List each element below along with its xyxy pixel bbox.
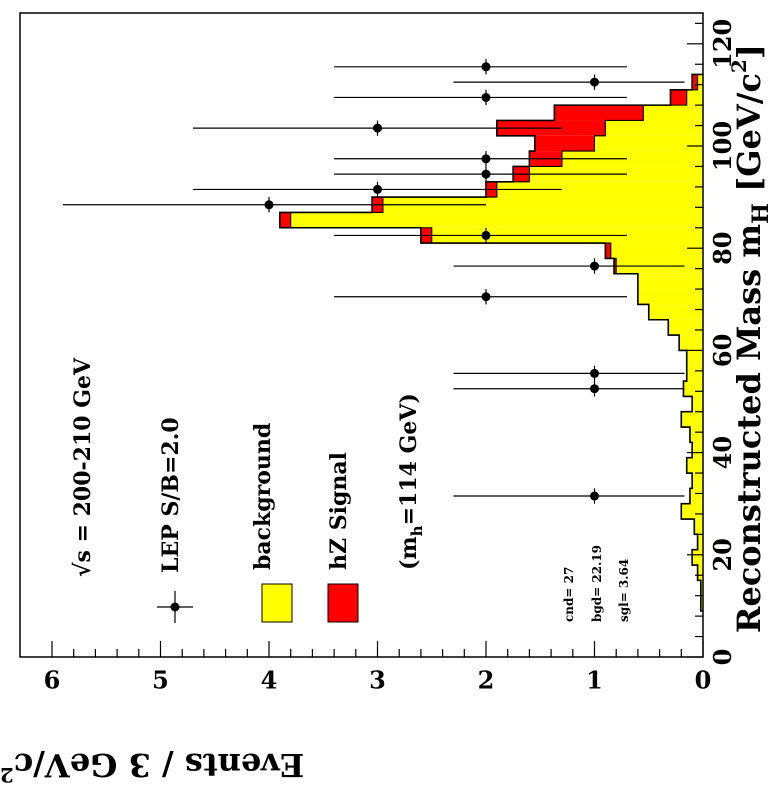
background-bin (692, 473, 703, 488)
energy-label: √s = 200-210 GeV (70, 357, 96, 577)
background-bin (690, 427, 703, 442)
legend-data-marker (157, 591, 193, 623)
signal-bin (692, 74, 697, 89)
background-bin (605, 120, 703, 135)
background-bin (683, 381, 703, 396)
signal-bin (554, 105, 643, 120)
x-tick-label: 0 (708, 649, 737, 666)
signal-bin (280, 212, 291, 227)
x-axis-title: Reconstructed Mass mH [GeV/c2] (727, 44, 774, 633)
data-point (482, 62, 491, 71)
data-point (482, 170, 491, 179)
legend-label-data: LEP S/B=2.0 (158, 417, 184, 573)
y-axis-ticks: 0 1 2 3 4 5 6 (44, 641, 712, 695)
y-tick-label: 0 (695, 666, 712, 695)
y-tick-label: 4 (261, 666, 278, 695)
y-tick-label: 2 (478, 666, 495, 695)
data-point (265, 200, 274, 209)
data-point (482, 231, 491, 240)
background-bin (681, 504, 703, 519)
data-point (482, 93, 491, 102)
background-bin (687, 366, 703, 381)
mass-note: (mh=114 GeV) (396, 393, 426, 570)
background-bin (687, 458, 703, 473)
background-bin (687, 90, 703, 105)
stat-signal: sgl= 3.64 (617, 559, 631, 622)
stat-background: bgd= 22.19 (590, 545, 604, 622)
signal-bin (670, 90, 686, 105)
legend-swatch-signal (328, 584, 358, 622)
stat-candidates: cnd= 27 (562, 567, 576, 622)
background-bin (687, 350, 703, 365)
data-point (482, 154, 491, 163)
data-point (590, 369, 599, 378)
background-bin (638, 274, 703, 289)
legend-label-background: background (250, 423, 276, 570)
background-bin (698, 534, 703, 549)
background-bin (643, 105, 703, 120)
y-tick-label: 3 (369, 666, 386, 695)
background-bin (638, 289, 703, 304)
background-bin (690, 488, 703, 503)
data-point (590, 78, 599, 87)
y-axis-title: Events / 3 GeV/c2 (0, 746, 304, 787)
background-bin (692, 396, 703, 411)
background-bin (649, 304, 703, 319)
background-bin (694, 519, 703, 534)
y-tick-label: 5 (152, 666, 169, 695)
background-bin (679, 335, 703, 350)
background-bin (595, 136, 704, 151)
y-tick-label: 6 (44, 666, 61, 695)
background-bin (611, 243, 703, 258)
data-point (590, 384, 599, 393)
signal-bin (535, 136, 595, 151)
data-point (373, 185, 382, 194)
background-bin (291, 212, 703, 227)
data-point (590, 492, 599, 501)
y-tick-label: 1 (586, 666, 603, 695)
background-bin (692, 442, 703, 457)
data-point (373, 124, 382, 133)
background-bin (681, 412, 703, 427)
data-point (590, 262, 599, 271)
data-point (482, 292, 491, 301)
background-bin (698, 565, 703, 580)
legend-swatch-background (262, 584, 292, 622)
signal-bin (605, 243, 610, 258)
background-bin (698, 74, 703, 89)
background-bin (692, 550, 703, 565)
background-bin (668, 320, 703, 335)
legend-label-signal: hZ Signal (326, 452, 352, 570)
